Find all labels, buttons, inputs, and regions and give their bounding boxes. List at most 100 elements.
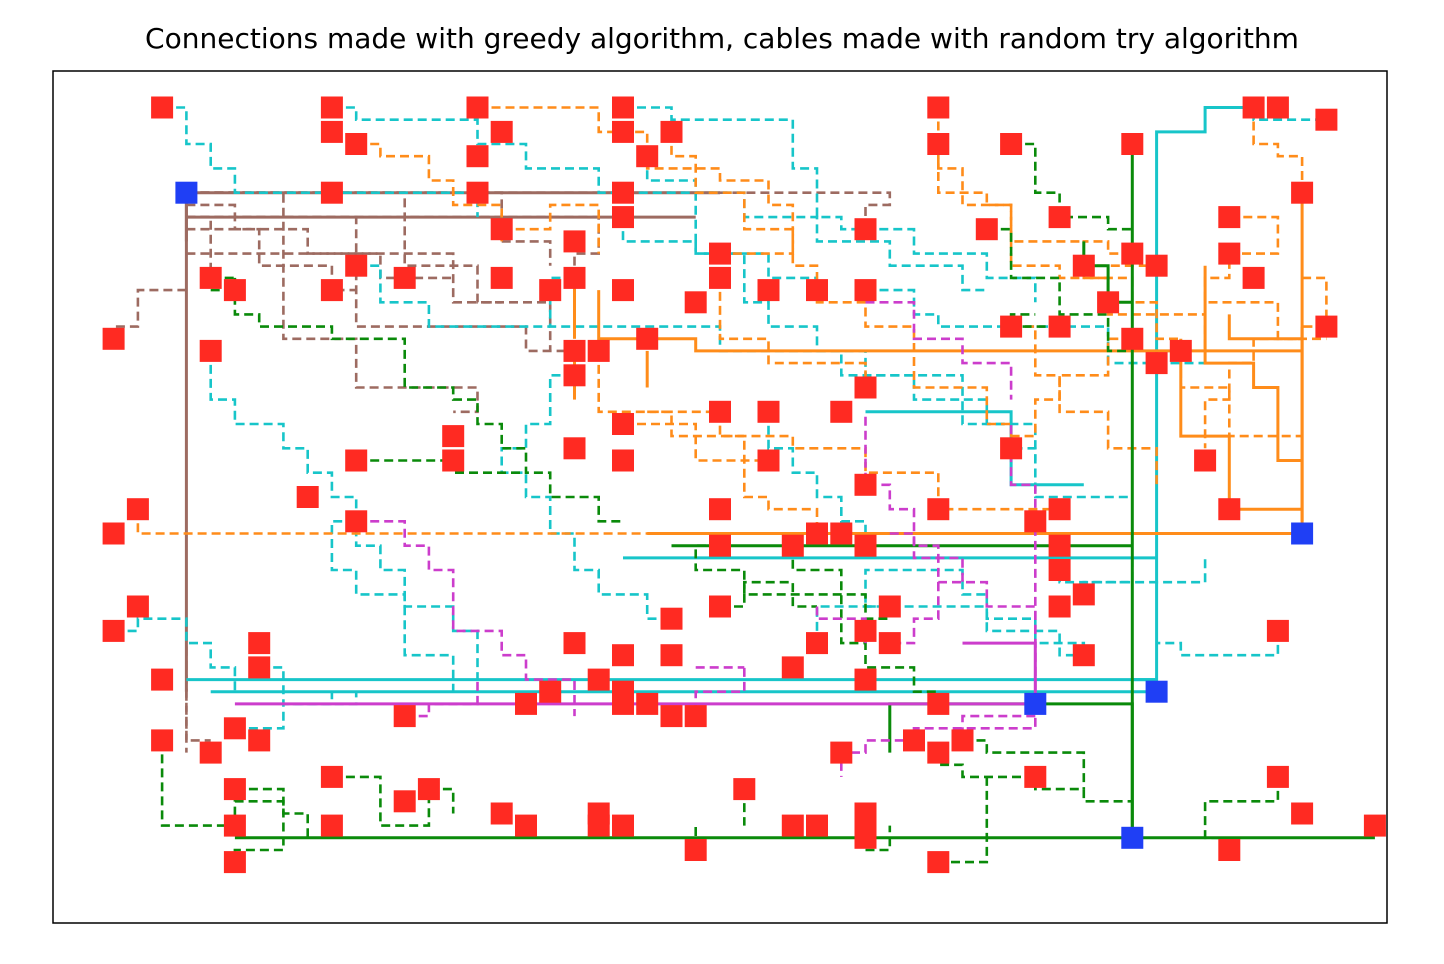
house-marker [587,339,610,362]
house-marker [1169,339,1192,362]
cable-cyan-dashed-9 [645,156,1037,461]
cable-magenta-dashed-10 [889,582,940,645]
house-marker [490,218,513,241]
cable-orange-dashed-5 [1203,325,1327,449]
cable-orange-solid-6 [597,290,1303,353]
house-marker [709,595,731,618]
house-marker [830,522,853,545]
house-marker [248,656,271,679]
cable-cyan-dashed-19 [356,264,551,328]
house-marker [320,181,343,204]
house-marker [587,668,610,691]
house-marker [1000,315,1023,338]
house-marker [806,279,828,302]
house-marker [466,145,489,168]
house-marker [854,376,877,399]
house-marker [951,729,974,752]
house-marker [442,425,465,448]
cable-green-dashed-13 [331,775,431,827]
house-marker [1145,352,1168,375]
house-marker [806,522,828,545]
cable-orange-dashed-11 [670,131,795,255]
house-marker [854,534,877,557]
house-marker [563,339,586,362]
house-marker [248,632,271,655]
house-marker [515,814,537,837]
house-marker [1072,254,1095,277]
house-marker [466,181,489,204]
house-marker [733,778,756,801]
house-marker [1000,133,1023,155]
cable-cyan-dashed-6 [113,617,237,692]
plot-frame [52,70,1388,924]
cable-orange-dashed-14 [1011,325,1158,485]
house-marker [223,814,246,837]
house-marker [320,120,343,143]
cable-green-dashed-8 [720,580,817,608]
cable-cyan-dashed-2 [623,106,1037,303]
cable-cyan-dashed-11 [767,411,867,534]
house-marker [393,790,416,813]
house-marker [660,644,683,667]
house-marker [442,449,465,472]
battery-marker-magenta [1024,692,1047,715]
battery-marker-green [1121,826,1144,849]
house-marker [320,814,343,837]
house-marker [126,498,149,521]
house-marker [612,120,634,143]
house-marker [1218,206,1241,229]
cable-orange-dashed-10 [623,422,769,462]
cables-layer [113,106,1375,864]
house-marker [612,644,634,667]
cable-green-dashed-11 [938,776,989,864]
cable-magenta-dashed-6 [404,679,479,718]
house-marker [102,327,125,350]
house-marker [684,291,707,314]
chart-title: Connections made with greedy algorithm, … [145,22,1299,55]
house-marker [1048,559,1071,581]
house-marker [1315,315,1338,338]
house-marker [563,437,586,460]
cable-green-dashed-0 [1011,142,1133,231]
house-marker [199,339,222,362]
house-marker [757,279,780,302]
house-marker [1097,291,1120,314]
cable-cyan-dashed-7 [234,691,334,730]
house-marker [199,741,222,764]
cable-green-dashed-14 [160,740,285,863]
house-marker [1266,96,1289,119]
house-marker [1315,108,1338,131]
cable-magenta-dashed-0 [1009,424,1037,704]
house-marker [709,498,731,521]
house-marker [563,364,586,387]
house-marker [345,449,368,472]
house-marker [854,279,877,302]
house-marker [151,96,174,119]
house-marker [1072,644,1095,667]
house-marker [1218,242,1241,265]
house-marker [927,741,950,764]
house-marker [612,279,634,302]
cable-green-solid-3 [888,702,1134,838]
house-marker [1048,534,1071,557]
house-marker [612,692,634,715]
cable-cyan-dashed-13 [1156,630,1280,657]
house-marker [345,510,368,533]
cable-brown-dashed-7 [186,191,502,304]
house-marker [1121,327,1144,350]
cable-brown-dashed-9 [186,191,892,230]
house-marker [1024,765,1047,788]
house-marker [490,266,513,289]
house-marker [854,473,877,496]
house-marker [781,534,804,557]
cable-magenta-dashed-4 [865,300,1013,400]
house-marker [709,242,731,265]
battery-marker-cyan [1145,680,1168,703]
cable-cyan-dashed-8 [548,276,1133,499]
cable-orange-dashed-8 [718,277,867,388]
house-marker [587,814,610,837]
cable-brown-dashed-5 [186,191,479,414]
house-marker [1024,510,1047,533]
cable-cyan-dashed-0 [162,106,479,218]
cable-orange-dashed-15 [647,410,819,534]
